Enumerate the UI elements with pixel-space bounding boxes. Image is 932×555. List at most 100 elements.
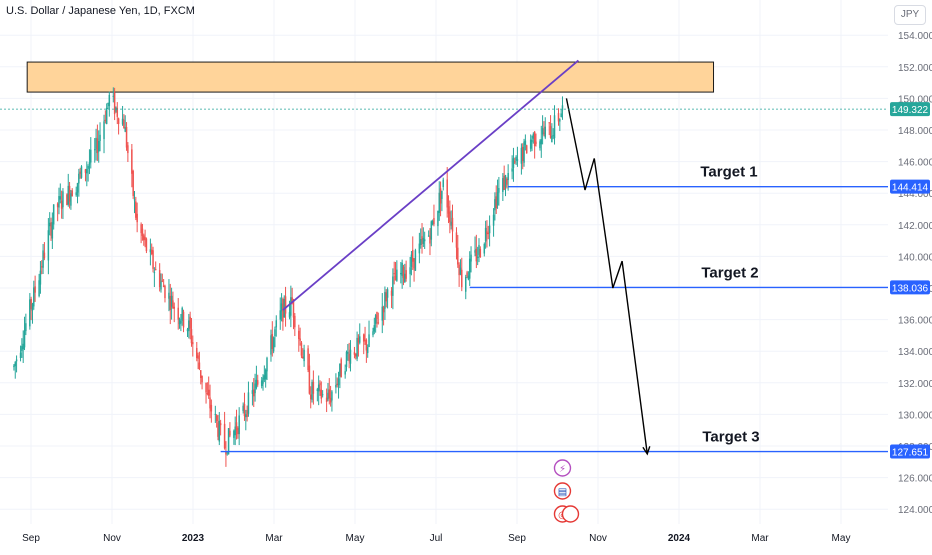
candle-body: [539, 141, 541, 149]
time-tick-label: May: [346, 533, 365, 544]
price-tick-label: 140.000: [898, 252, 932, 263]
us-economic-event-icon[interactable]: [553, 482, 572, 500]
candle-body: [282, 298, 284, 322]
candle-body: [496, 192, 499, 206]
price-tick-label: 154.000: [898, 31, 932, 42]
candle-body: [376, 312, 378, 319]
candle-body: [214, 413, 217, 415]
candle-body: [533, 131, 536, 147]
candle-body: [162, 285, 165, 288]
resistance-zone[interactable]: [26, 61, 715, 93]
time-tick-label: Jul: [430, 533, 443, 544]
price-axis[interactable]: 124.000126.000128.000130.000132.000134.0…: [888, 0, 932, 550]
price-tick-label: 152.000: [898, 63, 932, 74]
candle-body: [327, 392, 329, 400]
candle-body: [225, 451, 227, 455]
candle-body: [266, 357, 268, 372]
candle-body: [247, 392, 250, 414]
candle-body: [479, 248, 482, 258]
candle-body: [372, 331, 374, 336]
price-tick-label: 148.000: [898, 126, 932, 137]
target-price-badge: [890, 179, 930, 194]
candle-body: [182, 311, 185, 328]
candle-body: [145, 238, 148, 252]
trend-line[interactable]: [282, 59, 579, 311]
candle-body: [125, 126, 128, 148]
candle-body: [52, 204, 55, 225]
earnings-event-icon-2[interactable]: [561, 505, 580, 523]
time-axis-bg: [0, 524, 888, 550]
candle-body: [455, 232, 458, 248]
projection-arrow[interactable]: [565, 98, 651, 456]
candle-body: [33, 287, 35, 307]
candle-body: [525, 145, 528, 154]
candle-body: [423, 239, 426, 242]
candle-body: [192, 342, 194, 345]
candle-body: [405, 270, 407, 279]
candle-body: [393, 273, 395, 275]
time-tick-label: Mar: [265, 533, 283, 544]
candle-body: [251, 390, 254, 394]
candle-body: [520, 147, 523, 164]
candle-body: [88, 162, 91, 165]
time-tick-label: Nov: [103, 533, 121, 544]
candle-body: [308, 365, 311, 394]
candle-body: [329, 397, 332, 403]
candle-body: [144, 237, 146, 240]
time-axis[interactable]: Sep Nov 2023 Mar May Jul Sep Nov 2024 Mar May: [0, 524, 888, 550]
candle-body: [553, 115, 556, 139]
candle-body: [31, 303, 34, 311]
candle-body: [140, 224, 142, 234]
candle-body: [535, 141, 537, 144]
candle-body: [87, 165, 89, 169]
candle-body: [62, 191, 64, 208]
candle-body: [254, 383, 256, 394]
candle-body: [492, 214, 495, 226]
candle-body: [229, 430, 231, 436]
target-level-label: Target 3: [702, 429, 759, 446]
candle-body: [19, 352, 22, 359]
candle-body: [270, 335, 272, 355]
candle-body: [320, 389, 323, 399]
candle-body: [78, 173, 80, 184]
candle-body: [524, 140, 527, 145]
currency-button[interactable]: JPY: [894, 5, 926, 25]
candle-body: [215, 415, 218, 422]
candle-body: [365, 339, 368, 351]
candle-body: [59, 196, 62, 200]
candle-body: [209, 397, 211, 409]
candle-body: [75, 192, 77, 196]
target-level-label: Target 2: [701, 264, 758, 281]
candle-body: [321, 394, 324, 396]
candle-body: [385, 292, 387, 302]
candle-body: [430, 221, 433, 240]
candle-body: [427, 235, 430, 237]
candle-body: [515, 156, 517, 161]
candle-body: [161, 280, 164, 282]
dividend-event-icon[interactable]: [553, 459, 572, 477]
candle-body: [152, 250, 154, 269]
candle-body: [141, 228, 144, 236]
candle-body: [541, 128, 544, 135]
candle-body: [498, 188, 500, 193]
candle-body: [201, 375, 203, 383]
candle-body: [557, 113, 560, 122]
candle-body: [307, 348, 309, 371]
time-tick-label: Sep: [22, 533, 40, 544]
candle-body: [507, 172, 509, 181]
price-tick-label: 130.000: [898, 410, 932, 421]
candle-body: [226, 452, 228, 454]
candle-body: [502, 178, 504, 192]
candle-body: [353, 352, 356, 355]
candle-body: [42, 250, 44, 268]
candle-body: [503, 175, 505, 190]
candle-body: [374, 315, 377, 324]
event-icons[interactable]: ⚡▤◎: [553, 459, 580, 523]
price-tick-label: 134.000: [898, 347, 932, 358]
candle-body: [150, 249, 153, 254]
price-tick-label: 144.000: [898, 189, 932, 200]
candle-body: [107, 103, 109, 105]
candle-body: [47, 230, 50, 261]
